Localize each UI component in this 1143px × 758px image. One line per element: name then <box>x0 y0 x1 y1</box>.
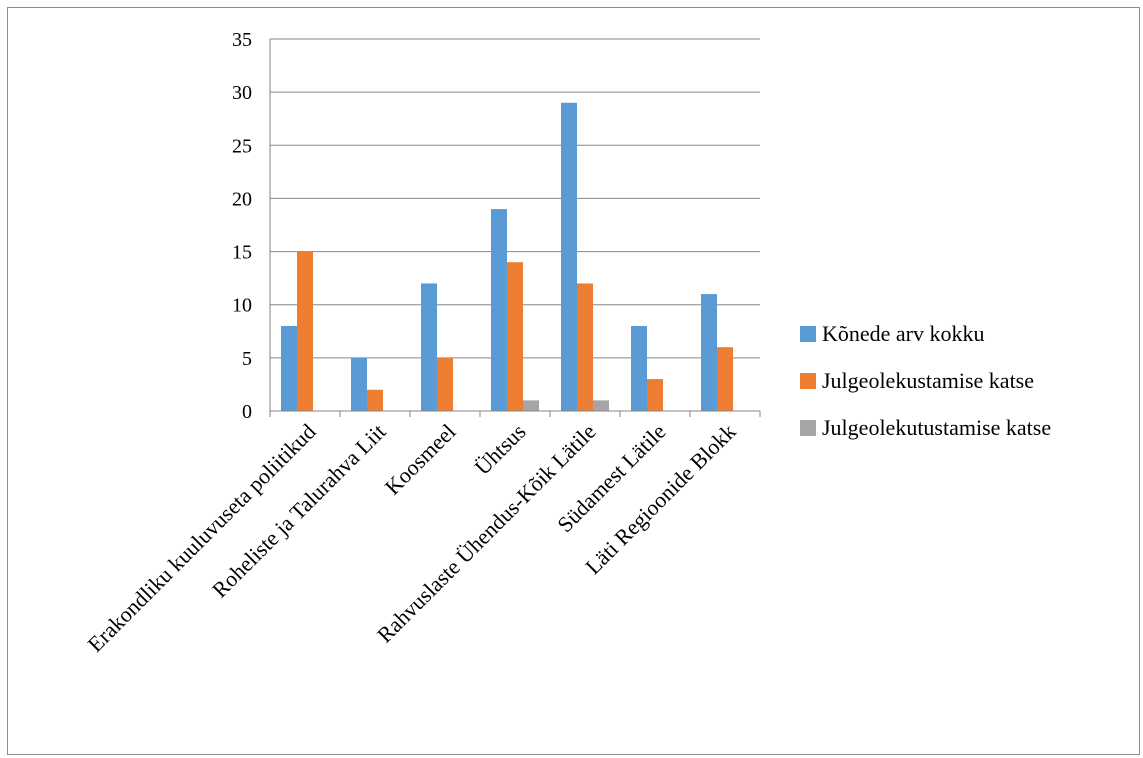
bar <box>577 283 593 411</box>
bar <box>701 294 717 411</box>
legend-swatch <box>800 326 816 342</box>
bar <box>437 357 453 411</box>
legend-swatch <box>800 373 816 389</box>
bar <box>297 251 313 411</box>
x-category-label: Koosmeel <box>380 419 461 500</box>
legend: Kõnede arv kokku Julgeolekustamise katse J… <box>800 321 1051 440</box>
bar <box>647 379 663 411</box>
bar <box>367 389 383 411</box>
bar <box>421 283 437 411</box>
y-tick-label: 20 <box>232 188 252 210</box>
legend-label: Julgeolekustamise katse <box>822 368 1034 393</box>
y-tick-label: 25 <box>232 135 252 157</box>
y-tick-label: 15 <box>232 242 252 264</box>
bar <box>561 102 577 412</box>
y-tick-label: 5 <box>242 348 252 370</box>
legend-swatch <box>800 420 816 436</box>
bar <box>281 325 297 411</box>
bar <box>507 262 523 411</box>
bar <box>523 400 539 411</box>
bar <box>631 325 647 411</box>
bar <box>351 357 367 411</box>
x-category-labels: Erakondliku kuuluvuseta poliitikudRoheli… <box>82 419 740 657</box>
y-tick-labels: 0 5 10 15 20 25 30 35 <box>232 29 252 423</box>
axes <box>269 39 761 417</box>
y-tick-label: 0 <box>242 401 252 423</box>
legend-label: Kõnede arv kokku <box>822 321 985 346</box>
y-tick-label: 10 <box>232 295 252 317</box>
y-tick-label: 35 <box>232 29 252 51</box>
bar <box>491 209 507 411</box>
legend-label: Julgeolekutustamise katse <box>822 415 1051 440</box>
bar <box>717 347 733 411</box>
y-tick-label: 30 <box>232 82 252 104</box>
bar <box>593 400 609 411</box>
x-category-label: Ühtsus <box>470 419 531 480</box>
bars <box>281 102 733 412</box>
